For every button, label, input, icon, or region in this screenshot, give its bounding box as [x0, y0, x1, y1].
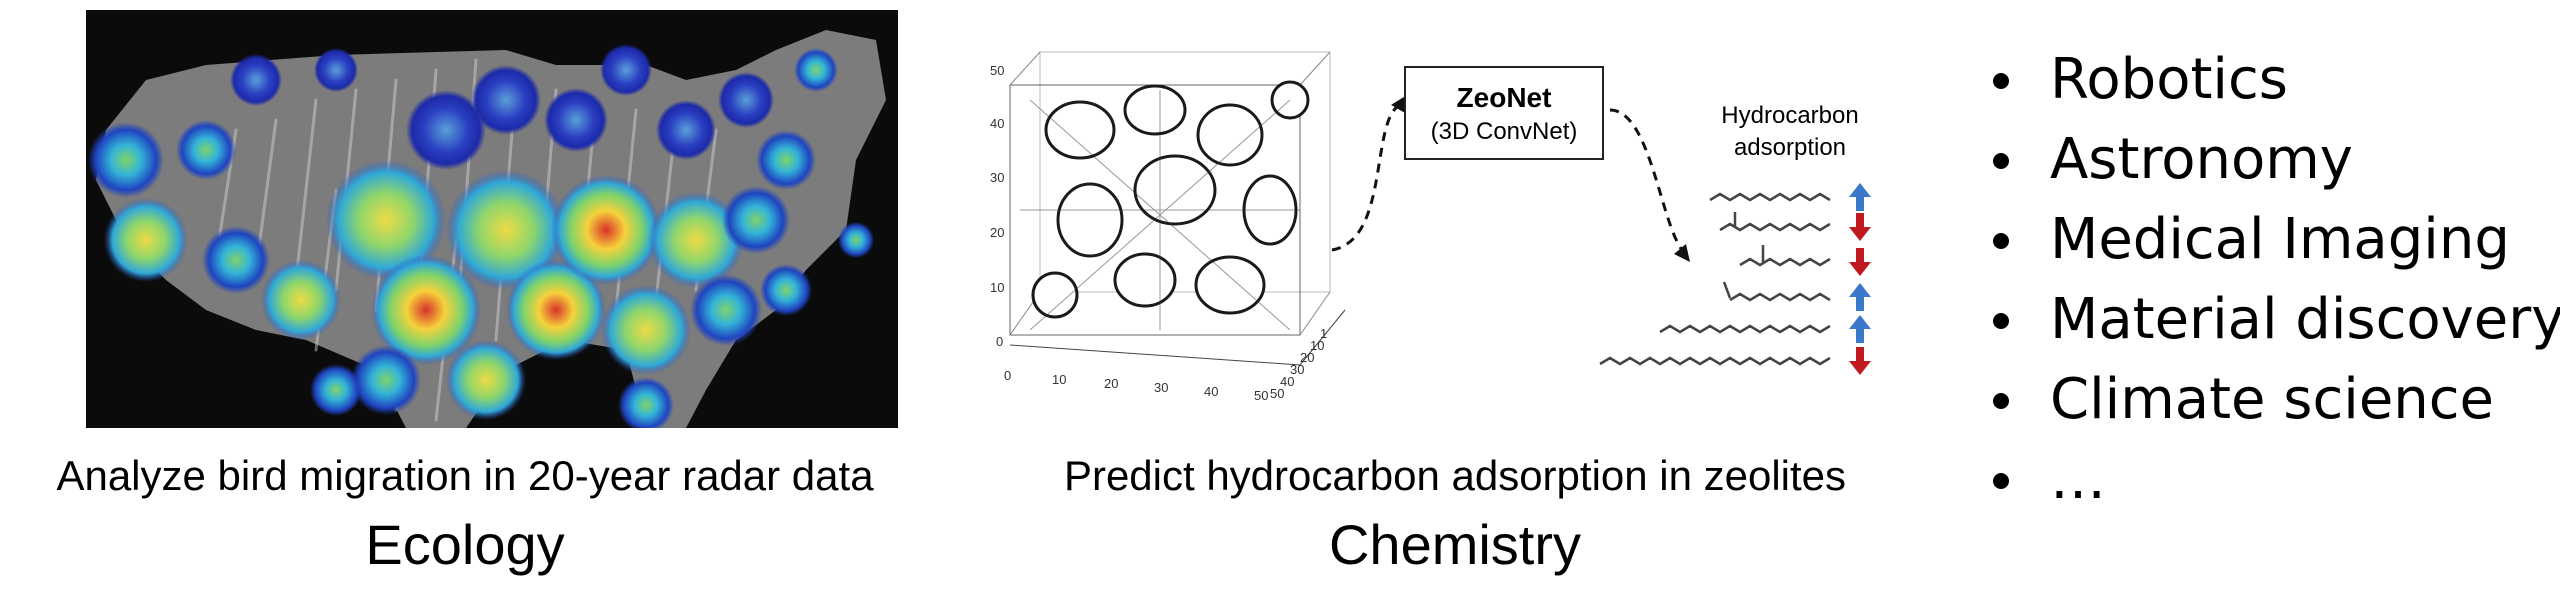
tick-z-3: 30: [1290, 362, 1304, 377]
tick-x-0: 0: [1004, 368, 1011, 383]
tick-z-2: 20: [1300, 350, 1314, 365]
list-item-label: …: [2050, 447, 2106, 512]
list-item: Medical Imaging: [1985, 200, 2560, 280]
ecology-title: Ecology: [365, 513, 565, 576]
arrow-up-icon: [1849, 315, 1871, 343]
tick-x-4: 40: [1204, 384, 1218, 399]
arrow-down-icon: [1849, 347, 1871, 375]
hydrocarbon-chains: [1599, 192, 1831, 366]
tick-x-3: 30: [1154, 380, 1168, 395]
chemistry-caption: Predict hydrocarbon adsorption in zeolit…: [1063, 452, 1847, 499]
tick-y-5: 0: [996, 334, 1003, 349]
chain-1: [1709, 192, 1831, 202]
list-item: Robotics: [1985, 40, 2560, 120]
bird-migration-radar-map: [86, 10, 898, 428]
bullet-icon: [1993, 233, 2009, 249]
arrow-up-icon: [1849, 283, 1871, 311]
applications-list: Robotics Astronomy Medical Imaging Mater…: [1985, 40, 2560, 520]
chain-3: [1739, 257, 1831, 267]
chemistry-title: Chemistry: [1328, 513, 1582, 576]
list-item: Climate science: [1985, 360, 2560, 440]
tick-x-5: 50: [1254, 388, 1268, 403]
hydrocarbon-adsorption-label: Hydrocarbon adsorption: [1690, 100, 1890, 164]
bullet-icon: [1993, 153, 2009, 169]
arrow-to-model: [1331, 103, 1401, 252]
radar-map-image: [86, 10, 898, 428]
arrow-down-icon: [1849, 248, 1871, 276]
list-item: Astronomy: [1985, 120, 2560, 200]
tick-y-1: 40: [990, 116, 1004, 131]
tick-z-1: 10: [1310, 338, 1324, 353]
arrow-to-output-head: [1674, 244, 1690, 262]
list-item: …: [1985, 440, 2560, 520]
chain-2: [1719, 222, 1831, 232]
chain-6: [1599, 356, 1831, 366]
list-item-label: Robotics: [2050, 47, 2288, 112]
list-item: Material discovery: [1985, 280, 2560, 360]
arrow-up-icon: [1849, 183, 1871, 211]
list-item-label: Astronomy: [2050, 127, 2353, 192]
tick-y-0: 50: [990, 63, 1004, 78]
zeonet-diagram: 50 40 30 20 10 0 0 10 20 30 40 50 1 10 2…: [990, 51, 1871, 403]
radar-blobs: [88, 44, 874, 428]
tick-y-4: 10: [990, 280, 1004, 295]
tick-y-3: 20: [990, 225, 1004, 240]
adsorption-arrows: [1849, 183, 1871, 375]
tick-z-0: 1: [1320, 326, 1327, 341]
model-name: ZeoNet: [1456, 82, 1552, 113]
list-item-label: Climate science: [2050, 367, 2495, 432]
bullet-icon: [1993, 73, 2009, 89]
output-label-line2: adsorption: [1733, 134, 1847, 161]
list-item-label: Medical Imaging: [2050, 207, 2510, 272]
bullet-icon: [1993, 313, 2009, 329]
bullet-icon: [1993, 393, 2009, 409]
chain-4: [1729, 292, 1831, 302]
chain-5: [1659, 324, 1831, 334]
tick-z-4: 40: [1280, 374, 1294, 389]
zeonet-model-box: ZeoNet (3D ConvNet): [1404, 66, 1604, 160]
model-subtitle: (3D ConvNet): [1430, 118, 1578, 145]
ecology-caption: Analyze bird migration in 20-year radar …: [56, 452, 874, 499]
arrow-to-model-head: [1391, 95, 1406, 113]
output-label-line1: Hydrocarbon: [1721, 102, 1859, 129]
tick-y-2: 30: [990, 170, 1004, 185]
arrow-down-icon: [1849, 213, 1871, 241]
list-item-label: Material discovery: [2050, 287, 2560, 352]
bullet-icon: [1993, 473, 2009, 489]
tick-x-1: 10: [1052, 372, 1066, 387]
tick-z-5: 50: [1270, 386, 1284, 401]
zeolite-pores: [1031, 80, 1310, 319]
tick-x-2: 20: [1104, 376, 1118, 391]
arrow-to-output: [1609, 108, 1684, 251]
axis-tick-labels: 50 40 30 20 10 0 0 10 20 30 40 50 1 10 2…: [990, 63, 1327, 403]
